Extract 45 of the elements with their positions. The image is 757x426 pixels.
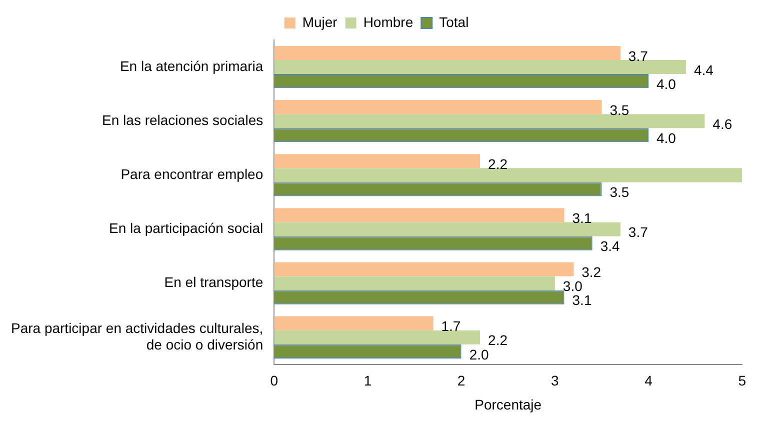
bar — [274, 60, 686, 74]
data-label: 3.2 — [582, 264, 602, 280]
y-tick-label: En las relaciones sociales — [102, 112, 264, 128]
x-tick-label: 0 — [270, 372, 278, 389]
data-label: 3.5 — [610, 184, 630, 200]
data-label: 3.4 — [600, 238, 620, 254]
y-tick-label: Para encontrar empleo — [120, 166, 264, 182]
y-tick-label: En la atención primaria — [120, 58, 264, 74]
bar — [274, 276, 555, 290]
x-tick-label: 2 — [457, 372, 466, 389]
x-tick-label: 4 — [644, 372, 653, 389]
data-label: 3.0 — [562, 278, 583, 294]
data-label: 3.5 — [610, 102, 630, 118]
x-tick-label: 5 — [738, 372, 746, 389]
data-label: 2.2 — [488, 156, 508, 172]
x-tick-label: 1 — [364, 372, 372, 389]
data-label: 2.2 — [488, 332, 508, 348]
bar — [274, 168, 742, 182]
bar — [274, 262, 574, 276]
data-label: 4.0 — [656, 130, 676, 146]
bar — [274, 330, 480, 344]
bar — [274, 114, 705, 128]
bar — [274, 316, 434, 330]
y-tick-label: En el transporte — [164, 274, 264, 290]
bar — [274, 208, 564, 222]
data-label: 3.1 — [572, 292, 592, 308]
data-label: 3.7 — [628, 224, 648, 240]
bar — [274, 46, 620, 60]
bar — [274, 154, 480, 168]
bar — [274, 100, 602, 114]
x-tick-label: 3 — [551, 372, 560, 389]
data-label: 4.4 — [694, 62, 714, 78]
legend-label: Total — [439, 14, 469, 30]
y-tick-label: En la participación social — [109, 220, 264, 236]
legend-label: Mujer — [302, 14, 338, 30]
data-label: 3.1 — [572, 210, 592, 226]
x-axis-title: Porcentaje — [474, 396, 542, 412]
data-label: 4.6 — [712, 116, 732, 132]
legend-label: Hombre — [363, 14, 414, 30]
data-label: 1.7 — [441, 318, 461, 334]
data-label: 4.0 — [656, 76, 676, 92]
bar — [274, 222, 620, 236]
y-tick-label: Para participar en actividades culturales, de ocio o diversión — [10, 320, 264, 353]
data-label: 2.0 — [469, 346, 489, 362]
data-label: 3.7 — [628, 48, 648, 64]
